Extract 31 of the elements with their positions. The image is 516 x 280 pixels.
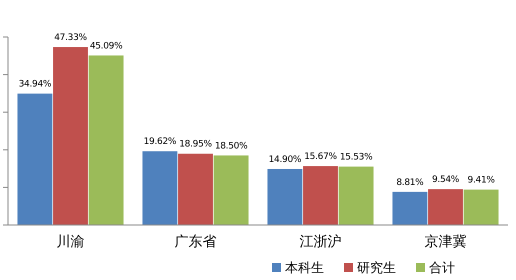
data-label: 45.09% [90, 41, 124, 52]
bar [338, 166, 374, 225]
data-label: 18.95% [179, 140, 212, 150]
bar [267, 168, 302, 225]
data-label: 9.41% [468, 176, 496, 186]
data-label: 47.33% [54, 33, 88, 44]
bar [53, 47, 88, 225]
data-label: 15.67% [304, 152, 338, 162]
x-tick-label: 川渝 [56, 234, 84, 250]
x-tick-label: 广东省 [174, 234, 216, 250]
data-label: 9.54% [432, 175, 460, 186]
bar [392, 192, 428, 225]
bar [464, 190, 499, 225]
bar [428, 189, 463, 225]
legend-label: 研究生 [357, 261, 396, 276]
bar [88, 55, 124, 225]
bar [142, 151, 178, 225]
bar [178, 154, 213, 225]
data-label: 34.94% [18, 80, 52, 90]
legend-label: 合计 [429, 261, 455, 276]
bar [214, 155, 249, 225]
data-label: 14.90% [268, 154, 302, 165]
data-label: 15.53% [340, 152, 374, 163]
bar [303, 166, 338, 225]
x-tick-label: 江浙沪 [300, 234, 342, 250]
x-tick-label: 京津冀 [424, 234, 466, 250]
bar [17, 94, 52, 225]
data-label: 18.50% [214, 141, 248, 152]
data-label: 19.62% [144, 137, 177, 148]
data-label: 8.81% [396, 178, 424, 188]
legend-label: 本科生 [285, 261, 324, 276]
